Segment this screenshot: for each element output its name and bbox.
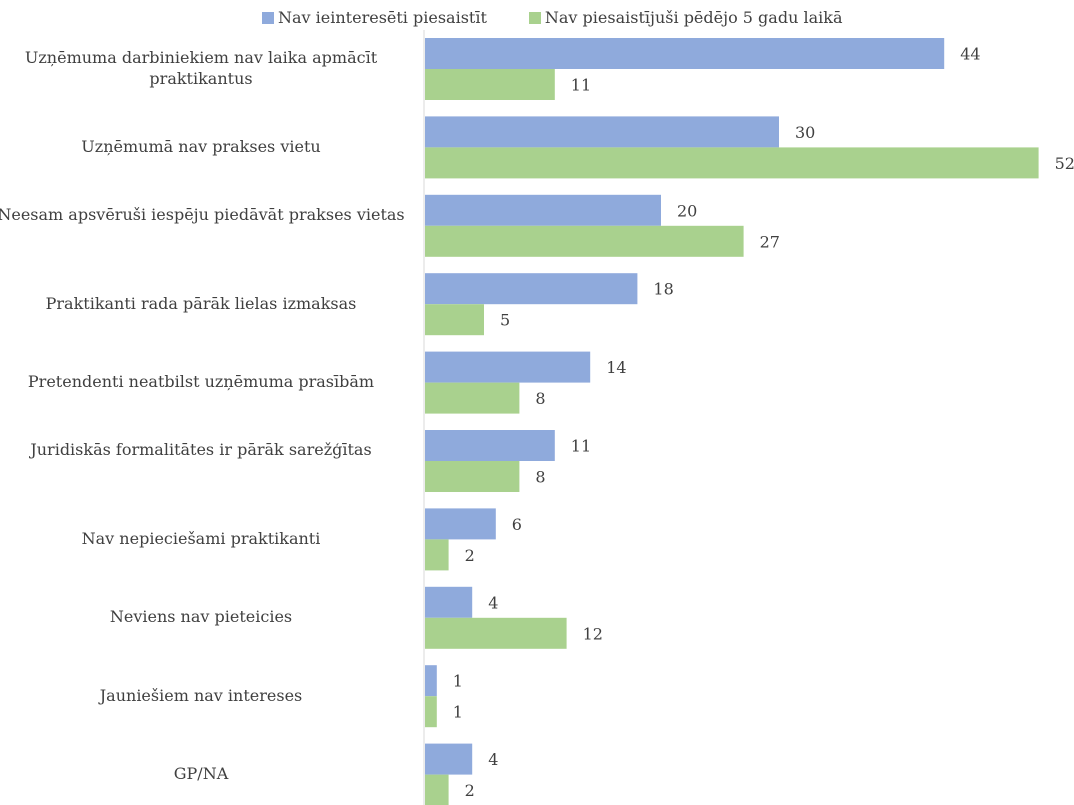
data-label-series-1: 44: [960, 45, 980, 64]
bar-series-1: [425, 586, 473, 618]
bar-series-2: [425, 304, 484, 336]
bar-series-1: [425, 194, 661, 226]
data-label-series-1: 30: [795, 123, 815, 142]
category-label: Praktikanti rada pārāk lielas izmaksas: [45, 293, 357, 313]
bar-series-2: [425, 461, 520, 492]
bar-series-2: [425, 147, 1039, 179]
legend-swatch-series-2: [528, 11, 541, 24]
data-label-series-1: 4: [488, 750, 498, 769]
category-label: Uzņēmuma darbiniekiem nav laika apmācīt …: [24, 48, 378, 88]
data-label-series-1: 4: [488, 593, 498, 612]
data-label-series-2: 27: [760, 232, 780, 251]
data-label-series-2: 8: [535, 389, 545, 408]
category-label: Pretendenti neatbilst uzņēmuma prasībām: [27, 372, 375, 392]
legend-item-series-1: Nav ieinteresēti piesaistīt: [262, 8, 487, 27]
data-label-series-1: 1: [453, 672, 463, 691]
bar-series-1: [425, 508, 496, 540]
chart-legend: Nav ieinteresēti piesaistīt Nav piesaist…: [262, 8, 884, 27]
category-label: Uzņēmumā nav prakses vietu: [81, 136, 321, 156]
bar-series-2: [425, 696, 437, 728]
legend-item-series-2: Nav piesaistījuši pēdējo 5 gadu laikā: [528, 8, 843, 27]
category-label: Neesam apsvēruši iespēju piedāvāt prakse…: [0, 204, 405, 224]
data-label-series-2: 11: [571, 76, 591, 95]
bar-series-2: [425, 382, 520, 414]
bar-series-1: [425, 665, 437, 697]
bar-series-2: [425, 617, 567, 649]
bar-series-2: [425, 69, 555, 100]
data-label-series-1: 11: [571, 437, 591, 456]
bar-series-2: [425, 539, 449, 571]
bar-series-1: [425, 38, 945, 69]
category-label: GP/NA: [173, 764, 229, 784]
legend-swatch-series-1: [262, 11, 274, 24]
bar-series-2: [425, 225, 744, 257]
category-label: Juridiskās formalitātes ir pārāk sarežģī…: [30, 440, 372, 459]
category-label: Nav nepieciešami praktikanti: [81, 528, 321, 548]
category-label: Neviens nav pieteicies: [109, 607, 293, 627]
data-label-series-1: 6: [512, 515, 522, 534]
data-label-series-2: 2: [465, 546, 475, 565]
legend-label-series-1: Nav ieinteresēti piesaistīt: [278, 8, 487, 27]
bar-series-2: [425, 774, 449, 805]
data-label-series-2: 5: [500, 311, 510, 330]
data-label-series-2: 8: [535, 468, 545, 487]
data-label-series-2: 52: [1055, 154, 1074, 173]
bar-series-1: [425, 743, 473, 775]
data-label-series-1: 20: [677, 201, 697, 220]
data-label-series-1: 14: [606, 358, 626, 377]
category-label: Jauniešiem nav intereses: [99, 685, 303, 705]
legend-label-series-2: Nav piesaistījuši pēdējo 5 gadu laikā: [544, 8, 843, 27]
bar-series-1: [425, 273, 638, 305]
bar-series-1: [425, 116, 779, 148]
bar-series-1: [425, 430, 555, 461]
bar-series-1: [425, 351, 591, 383]
data-label-series-1: 18: [653, 280, 673, 299]
data-label-series-2: 1: [453, 703, 463, 722]
data-label-series-2: 2: [465, 781, 475, 800]
data-label-series-2: 12: [583, 624, 603, 643]
